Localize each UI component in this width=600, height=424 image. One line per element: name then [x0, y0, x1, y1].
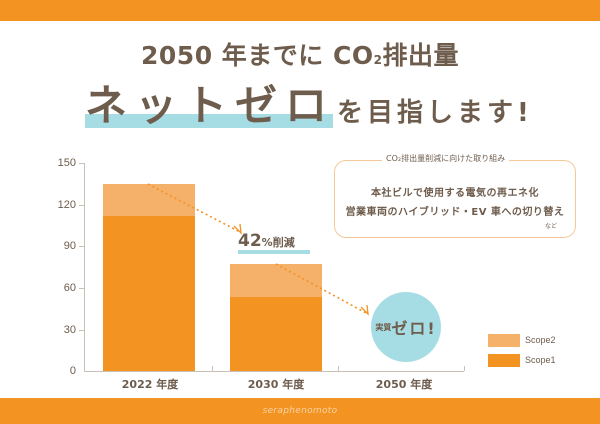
reduction-label: 42%削減	[238, 231, 295, 251]
initiatives-box	[334, 160, 576, 238]
x-tick-mark	[212, 366, 213, 371]
initiatives-title: CO₂排出量削減に向けた取り組み	[382, 153, 510, 164]
bar-2030-scope2	[230, 264, 322, 297]
y-tick-mark	[79, 205, 84, 206]
x-tick-mark	[338, 366, 339, 371]
y-tick: 30	[63, 324, 76, 336]
y-tick: 60	[63, 282, 76, 294]
bar-2022-scope1	[103, 216, 195, 371]
initiative-item: 本社ビルで使用する電気の再エネ化	[371, 188, 539, 199]
y-tick-mark	[79, 246, 84, 247]
headline-line1: 2050 年までに CO2排出量	[141, 41, 459, 70]
bottom-banner: seraphenomoto	[0, 398, 600, 424]
top-banner	[0, 0, 600, 21]
bar-2030-scope1	[230, 297, 322, 371]
y-axis	[84, 163, 85, 371]
brand-logo: seraphenomoto	[262, 406, 338, 416]
x-axis	[84, 371, 464, 372]
x-tick-mark	[464, 366, 465, 371]
y-tick-mark	[79, 330, 84, 331]
y-tick: 90	[63, 240, 76, 252]
y-tick: 0	[69, 365, 76, 377]
net-zero-text: ネットゼロ	[85, 81, 336, 130]
legend-swatch-scope2	[488, 334, 520, 347]
reduction-highlight	[238, 250, 310, 254]
y-tick-mark	[79, 288, 84, 289]
legend-swatch-scope1	[488, 354, 520, 367]
initiative-item: 営業車両のハイブリッド・EV 車への切り替え	[345, 207, 565, 218]
legend-label-scope1: Scope1	[525, 355, 556, 365]
net-zero-circle: 実質 ゼロ!	[371, 292, 441, 362]
headline-rest: を目指します!	[337, 98, 533, 128]
headline-highlight	[85, 114, 333, 128]
x-label-2030: 2030 年度	[247, 378, 305, 391]
y-tick-mark	[79, 163, 84, 164]
legend-label-scope2: Scope2	[525, 335, 556, 345]
y-tick: 150	[57, 157, 76, 169]
initiatives-etc: など	[545, 223, 558, 230]
x-label-2022: 2022 年度	[121, 378, 179, 391]
y-tick: 120	[57, 199, 76, 211]
headline-line2: ネットゼロ を目指します!	[85, 78, 533, 128]
x-label-2050: 2050 年度	[375, 378, 433, 391]
